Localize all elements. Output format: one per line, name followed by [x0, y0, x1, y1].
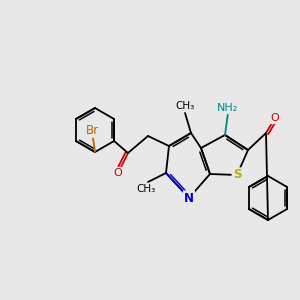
Text: O: O: [271, 113, 279, 123]
Text: CH₃: CH₃: [136, 184, 156, 194]
Text: CH₃: CH₃: [176, 101, 195, 111]
Text: NH₂: NH₂: [218, 103, 239, 113]
Text: S: S: [233, 169, 241, 182]
Text: N: N: [184, 191, 194, 205]
Text: O: O: [114, 168, 122, 178]
Text: Br: Br: [85, 124, 99, 136]
